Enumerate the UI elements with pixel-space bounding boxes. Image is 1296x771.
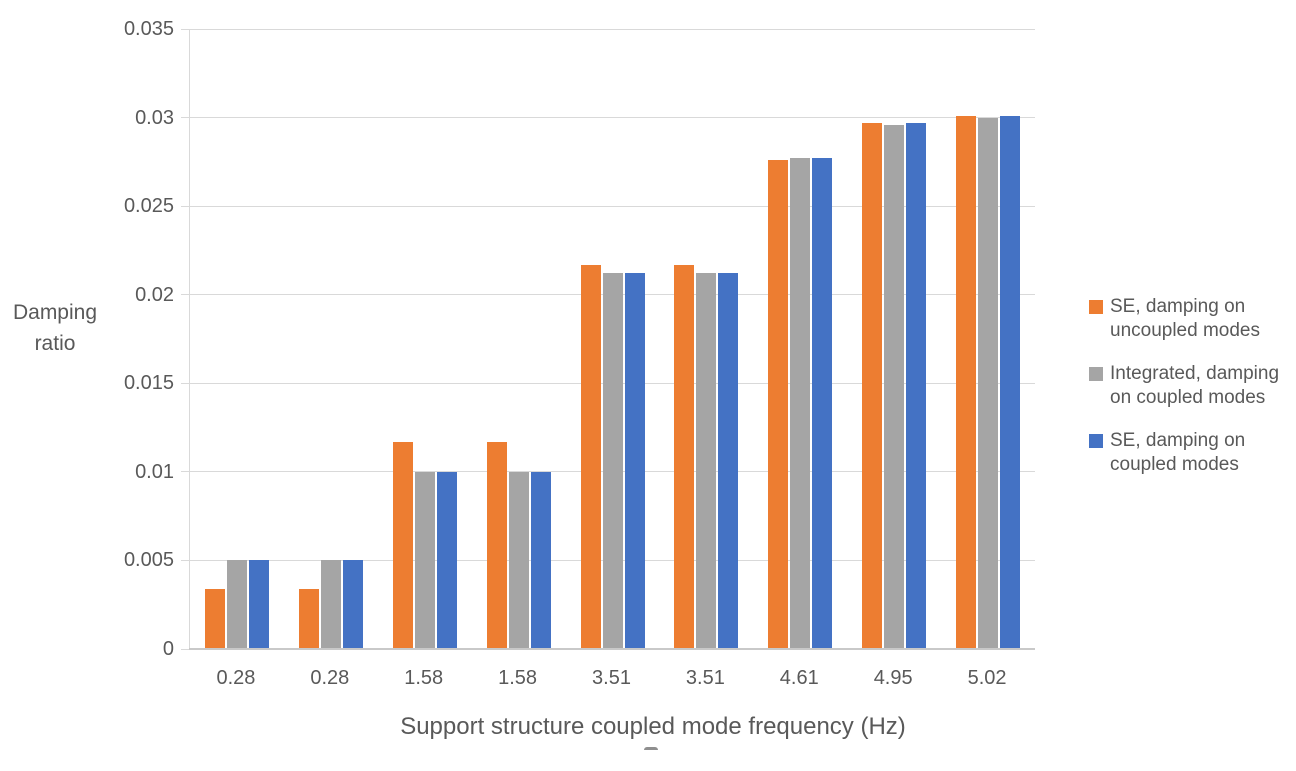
bar bbox=[790, 158, 811, 649]
bar bbox=[486, 441, 507, 649]
bar bbox=[530, 471, 551, 649]
x-tick-label: 1.58 bbox=[498, 667, 538, 689]
bar bbox=[392, 441, 413, 649]
bar bbox=[580, 264, 601, 649]
bar bbox=[226, 560, 247, 649]
bar bbox=[978, 117, 999, 649]
x-axis-line bbox=[189, 648, 1035, 650]
y-tick-mark bbox=[181, 28, 190, 30]
bar bbox=[812, 158, 833, 649]
bar bbox=[414, 471, 435, 649]
y-tick-mark bbox=[181, 294, 190, 296]
y-tick-mark bbox=[181, 471, 190, 473]
y-tick-mark bbox=[181, 648, 190, 650]
y-tick-label: 0.025 bbox=[123, 195, 174, 218]
x-tick-label: 5.02 bbox=[967, 667, 1007, 689]
x-tick-label: 0.28 bbox=[310, 667, 350, 689]
x-tick-label: 3.51 bbox=[592, 667, 631, 689]
legend-label: SE, damping on uncoupled modes bbox=[1110, 295, 1260, 343]
y-tick-label: 0 bbox=[162, 638, 174, 660]
legend-label: SE, damping on coupled modes bbox=[1110, 429, 1245, 477]
bar bbox=[508, 471, 529, 649]
legend-item: SE, damping on uncoupled modes bbox=[1089, 295, 1294, 343]
bar bbox=[1000, 115, 1021, 649]
legend-swatch bbox=[1089, 300, 1103, 314]
bar bbox=[342, 560, 363, 649]
y-tick-label: 0.035 bbox=[123, 18, 174, 40]
bar bbox=[320, 560, 341, 649]
x-tick-label: 0.28 bbox=[216, 667, 256, 689]
bar bbox=[436, 471, 457, 649]
x-tick-label: 4.95 bbox=[873, 667, 913, 689]
y-tick-label: 0.015 bbox=[123, 372, 174, 395]
bar bbox=[248, 560, 269, 649]
legend-label-line: uncoupled modes bbox=[1110, 320, 1260, 341]
y-axis-tick-labels: 0 0.005 0.01 0.015 0.02 0.025 0.03 0.035 bbox=[0, 0, 174, 771]
y-tick-label: 0.01 bbox=[135, 460, 174, 483]
bar bbox=[718, 273, 739, 649]
y-tick-mark bbox=[181, 559, 190, 561]
x-tick-label: 4.61 bbox=[779, 667, 819, 689]
legend-item: SE, damping on coupled modes bbox=[1089, 429, 1294, 477]
plot-area bbox=[181, 28, 1035, 650]
bar bbox=[862, 122, 883, 649]
y-tick-label: 0.03 bbox=[135, 106, 174, 129]
y-axis-title-line1: Damping bbox=[12, 301, 98, 324]
legend-label-line: Integrated, damping bbox=[1110, 363, 1280, 384]
bar bbox=[674, 264, 695, 649]
legend-label-line: on coupled modes bbox=[1110, 387, 1266, 408]
y-axis-title: Damping ratio bbox=[5, 297, 105, 359]
y-tick-mark bbox=[181, 117, 190, 119]
bar bbox=[602, 273, 623, 649]
legend-label-line: coupled modes bbox=[1110, 454, 1239, 475]
gridline bbox=[190, 28, 1035, 30]
gridline bbox=[190, 205, 1035, 207]
x-axis-title: Support structure coupled mode frequency… bbox=[400, 713, 906, 740]
legend-label-line: SE, damping on bbox=[1110, 296, 1246, 317]
y-tick-mark bbox=[181, 205, 190, 207]
bar bbox=[204, 588, 225, 649]
bar bbox=[956, 115, 977, 649]
legend-swatch bbox=[1089, 367, 1103, 381]
y-tick-label: 0.02 bbox=[135, 283, 174, 306]
bar bbox=[624, 273, 645, 649]
bar bbox=[906, 122, 927, 649]
gridline bbox=[190, 117, 1035, 119]
bar bbox=[768, 160, 789, 649]
legend-item: Integrated, damping on coupled modes bbox=[1089, 362, 1294, 410]
cutoff-character-fragment bbox=[644, 747, 658, 750]
bar bbox=[884, 124, 905, 649]
legend-label: Integrated, damping on coupled modes bbox=[1110, 362, 1279, 410]
legend-label-line: SE, damping on bbox=[1110, 430, 1246, 451]
chart-legend: SE, damping on uncoupled modes Integrated,… bbox=[1089, 295, 1294, 496]
x-tick-label: 3.51 bbox=[685, 667, 725, 689]
y-axis-title-line2: ratio bbox=[34, 332, 76, 355]
y-tick-mark bbox=[181, 382, 190, 384]
legend-swatch bbox=[1089, 434, 1103, 448]
bar bbox=[298, 588, 319, 649]
y-tick-label: 0.005 bbox=[123, 549, 174, 572]
bar bbox=[696, 273, 717, 649]
x-tick-label: 1.58 bbox=[404, 667, 444, 689]
